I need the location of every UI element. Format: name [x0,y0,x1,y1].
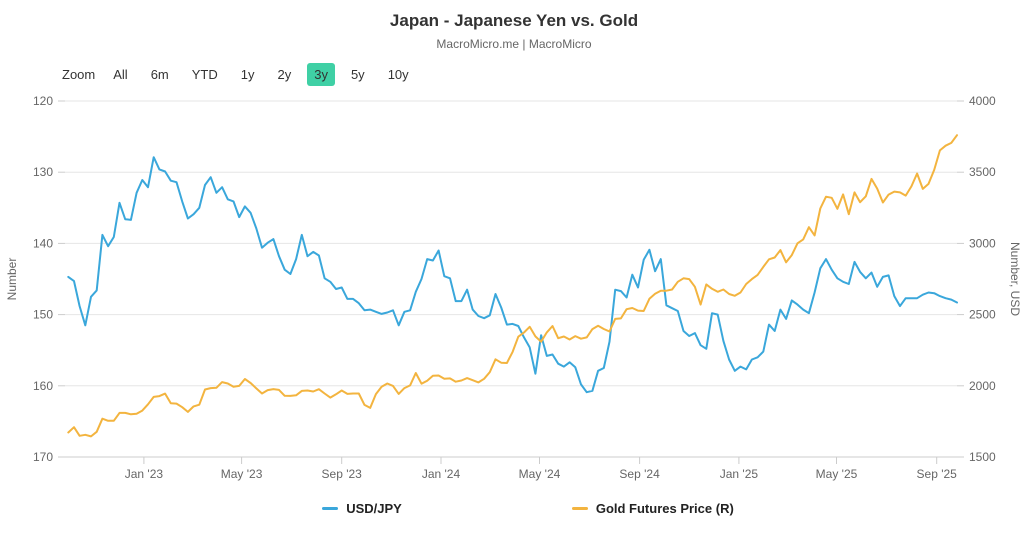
right-axis-title: Number, USD [1008,242,1022,316]
left-axis-tick-label: 150 [33,308,53,322]
right-axis-tick-label: 2500 [969,308,996,322]
range-button-5y[interactable]: 5y [344,63,372,86]
left-axis-tick-label: 130 [33,165,53,179]
left-axis-tick-label: 140 [33,236,53,250]
legend: USD/JPY Gold Futures Price (R) [28,501,1028,516]
legend-label: Gold Futures Price (R) [595,501,734,516]
range-button-3y[interactable]: 3y [307,63,335,86]
page-title: Japan - Japanese Yen vs. Gold [389,11,639,30]
legend-marker-gold-futures [571,507,588,510]
x-axis-tick-label: May '25 [816,467,858,481]
x-axis-tick-label: Sep '25 [917,467,958,481]
right-axis-tick-label: 4000 [969,94,996,108]
range-button-ytd[interactable]: YTD [185,63,225,86]
right-axis-tick-label: 2000 [969,379,996,393]
legend-item-usdjpy[interactable]: USD/JPY [322,501,402,516]
range-button-all[interactable]: All [106,63,134,86]
range-toolbar: Zoom All 6m YTD 1y 2y 3y 5y 10y [60,63,416,86]
grid-and-axes: 120 4000 130 3500 140 3000 150 2500 160 2000 170 15… [5,94,1022,481]
left-axis-tick-label: 120 [33,94,53,108]
x-axis-tick-label: Sep '23 [322,467,363,481]
left-axis-tick-label: 160 [33,379,53,393]
zoom-label: Zoom [62,67,96,82]
chart-subtitle: MacroMicro.me | MacroMicro [436,37,592,51]
x-axis-tick-label: Jan '24 [422,467,461,481]
x-axis-tick-label: Jan '25 [720,467,759,481]
x-axis-tick-label: Jan '23 [125,467,164,481]
left-axis-tick-label: 170 [33,450,53,464]
series-usdjpy-line [67,156,958,394]
right-axis-tick-label: 3000 [969,236,996,250]
range-button-1y[interactable]: 1y [234,63,262,86]
legend-item-gold-futures[interactable]: Gold Futures Price (R) [571,501,734,516]
x-axis-tick-label: May '23 [221,467,263,481]
range-button-10y[interactable]: 10y [381,63,416,86]
x-axis-tick-label: Sep '24 [619,467,660,481]
x-axis-tick-label: May '24 [519,467,561,481]
legend-marker-usdjpy [322,507,339,510]
range-button-2y[interactable]: 2y [270,63,298,86]
legend-label: USD/JPY [346,501,402,516]
left-axis-title: Number [5,258,19,301]
right-axis-tick-label: 1500 [969,450,996,464]
series-gold-futures-line [67,134,958,438]
right-axis-tick-label: 3500 [969,165,996,179]
range-button-6m[interactable]: 6m [144,63,176,86]
